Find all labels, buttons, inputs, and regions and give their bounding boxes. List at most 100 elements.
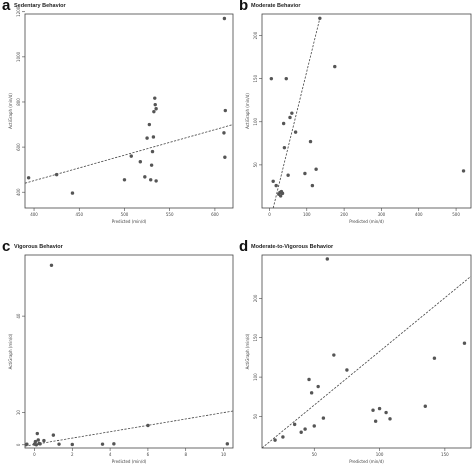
y-tick-label: 150 [253, 74, 258, 82]
data-point [274, 183, 278, 188]
data-point [25, 442, 29, 446]
data-point [299, 430, 303, 434]
data-point [122, 178, 127, 182]
data-point [147, 122, 152, 127]
y-tick-label: 10 [16, 410, 21, 416]
data-point [332, 353, 336, 357]
y-tick-label: 800 [16, 98, 21, 106]
data-point [462, 341, 467, 345]
plot-frame [24, 13, 234, 209]
data-point [145, 136, 149, 140]
data-point [290, 111, 294, 115]
panel-letter: a [2, 0, 11, 14]
data-point [269, 76, 274, 81]
panel-b: b Moderate Behavior 0 100 200 300 400 500 50 10… [237, 0, 474, 237]
y-axis-label: ActiGraph (min/d) [245, 333, 250, 369]
data-point [49, 263, 54, 267]
data-point [286, 173, 290, 177]
y-tick-label: 50 [253, 162, 258, 168]
data-point [318, 16, 322, 21]
data-point [423, 404, 427, 408]
data-point [112, 442, 116, 446]
data-point [316, 384, 320, 389]
data-point [151, 135, 156, 139]
x-tick-label: 100 [376, 452, 384, 457]
data-point [153, 96, 157, 100]
x-tick-label: 6 [147, 452, 150, 457]
data-point [308, 139, 313, 144]
data-point [223, 155, 227, 159]
data-point [222, 131, 226, 135]
data-point [292, 422, 297, 427]
data-point [138, 160, 143, 164]
panel-a: a Sedentary Behavior 400 450 500 550 600 400 6… [0, 0, 237, 237]
data-point [312, 424, 316, 428]
x-tick-label: 500 [452, 212, 460, 217]
data-point [273, 438, 277, 442]
scatter-chart-mvpa: 50 100 150 50 100 150 200 Predicted (min/d) Acti… [245, 254, 472, 464]
y-tick-label: 50 [253, 413, 258, 419]
x-axis-label: Predicted (min/d) [349, 219, 384, 224]
x-tick-label: 500 [121, 212, 129, 217]
y-tick-label: 600 [16, 143, 21, 151]
regression-line [262, 275, 471, 448]
data-point [345, 368, 349, 372]
data-point [293, 130, 298, 134]
plot-frame [261, 254, 472, 449]
data-point [284, 76, 288, 81]
data-point [461, 169, 466, 173]
data-point [153, 102, 157, 107]
panel-letter: b [239, 0, 249, 14]
data-point [152, 109, 156, 114]
data-point [154, 107, 158, 111]
x-tick-label: 0 [33, 452, 36, 457]
panel-title: Vigorous Behavior [14, 244, 63, 250]
scatter-chart-sedentary: 400 450 500 550 600 400 600 800 1000 1200 Predicte… [8, 6, 234, 224]
data-point [321, 416, 326, 420]
panel-title: Moderate-to-Vigorous Behavior [251, 244, 334, 250]
y-tick-label: 200 [253, 31, 258, 39]
x-tick-label: 450 [75, 212, 83, 217]
y-tick-label: 0 [16, 443, 21, 446]
y-tick-label: 150 [253, 333, 258, 341]
data-point [149, 178, 153, 182]
plot-frame [24, 254, 234, 449]
data-point [432, 356, 437, 360]
data-point [281, 435, 285, 439]
x-tick-label: 50 [312, 452, 318, 457]
x-tick-label: 300 [378, 212, 386, 217]
plot-frame [261, 13, 472, 209]
data-point [288, 115, 292, 120]
panel-c: c Vigorous Behavior 0 2 4 6 8 10 0 10 40 Predicte… [0, 237, 237, 474]
data-point [222, 16, 227, 21]
y-tick-label: 40 [16, 313, 21, 319]
data-point [26, 176, 31, 180]
y-tick-label: 200 [253, 294, 258, 302]
y-axis-label: ActiGraph (min/d) [245, 93, 250, 129]
data-point [281, 121, 286, 126]
x-tick-label: 4 [109, 452, 112, 457]
data-point [100, 442, 105, 446]
data-point [282, 145, 287, 150]
data-point [129, 154, 133, 158]
data-point [384, 410, 388, 415]
x-tick-label: 100 [303, 212, 311, 217]
data-point [223, 108, 228, 113]
data-point [278, 194, 283, 198]
panel-d: d Moderate-to-Vigorous Behavior 50 100 150… [237, 237, 474, 474]
data-point [51, 433, 56, 437]
x-tick-label: 400 [30, 212, 38, 217]
data-point [371, 408, 375, 412]
data-point [325, 257, 330, 261]
y-axis-label: ActiGraph (min/d) [8, 333, 13, 369]
regression-line [25, 410, 233, 447]
data-point [70, 442, 74, 447]
y-tick-label: 100 [253, 118, 258, 126]
y-tick-label: 400 [16, 188, 21, 196]
x-axis-label: Predicted (min/d) [349, 459, 384, 464]
data-point [36, 438, 40, 442]
data-point [310, 183, 315, 188]
data-point [314, 167, 318, 171]
panel-letter: d [239, 238, 249, 255]
